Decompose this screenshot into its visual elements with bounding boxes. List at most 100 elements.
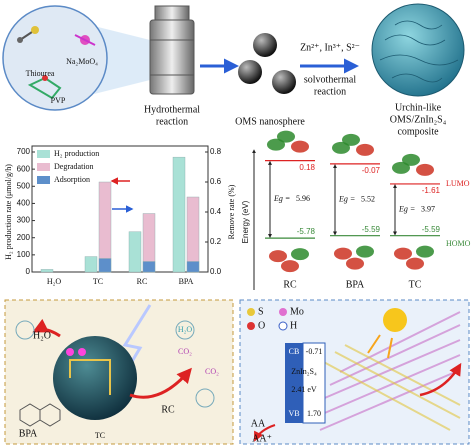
orbital-lobe: [291, 248, 309, 261]
catalyst-sphere-part: [129, 367, 192, 399]
homo-value: -5.78: [297, 227, 316, 236]
molecule-label: TC: [409, 279, 422, 290]
step-label: solvothermal: [304, 74, 356, 85]
intermediate-label: OMS nanosphere: [235, 116, 305, 127]
lattice-decoration-part: [254, 424, 276, 442]
y2-tick-label: 0.2: [210, 237, 222, 246]
legend-label: H₂ production: [54, 149, 99, 158]
lumo-label: LUMO: [446, 179, 470, 188]
catalyst-sphere-part: [32, 318, 61, 338]
product-label: CO₂: [205, 367, 219, 376]
bar: [172, 156, 186, 273]
legend-label: Degradation: [54, 162, 94, 171]
y-tick-label: 200: [17, 233, 31, 242]
lumo-value: -1.61: [422, 186, 441, 195]
bar: [142, 261, 156, 273]
orbital-lobe: [342, 133, 360, 146]
x-tick-label: TC: [93, 277, 103, 286]
y2-tick-label: 0.8: [210, 147, 222, 156]
urchin-icon: [371, 3, 465, 97]
element-label: O: [258, 320, 265, 331]
catalyst-sphere-part: [195, 388, 215, 408]
step-label: reaction: [156, 116, 188, 127]
lumo-value: -0.07: [362, 166, 381, 175]
lattice-decoration-part: [319, 344, 461, 431]
bar: [84, 256, 98, 273]
product-label: OMS/ZnIn₂S₄: [390, 114, 447, 125]
autoclave-icon-part: [149, 19, 195, 95]
catalyst-sphere-part: [78, 348, 86, 356]
autoclave-icon-part: [154, 5, 190, 21]
plot-frame: [31, 145, 209, 273]
element-dot: [279, 308, 287, 316]
orbital-lobe: [346, 257, 364, 270]
y2-tick-label: 0.0: [210, 267, 222, 276]
product-label: CO₂: [178, 347, 192, 356]
y2-tick-label: 0.6: [210, 177, 222, 186]
lumo-value: 0.18: [299, 163, 315, 172]
lattice-decoration-part: [319, 311, 461, 431]
step-label: reaction: [314, 86, 346, 97]
step-label: Hydrothermal: [144, 104, 200, 115]
orbital-lobe: [402, 153, 420, 166]
product-label: composite: [397, 126, 439, 137]
x-tick-label: RC: [137, 277, 148, 286]
legend-label: Adsorption: [54, 175, 90, 184]
gap-value: 3.97: [421, 205, 435, 214]
energy-axis-title: Energy (eV): [241, 200, 250, 243]
homo-value: -5.59: [422, 225, 441, 234]
y-tick-label: 500: [17, 181, 31, 190]
orbital-lobe: [356, 143, 374, 156]
catalyst-sphere-part: [15, 320, 35, 340]
gap-label: Eg =: [398, 205, 415, 214]
vb-value: 1.70: [307, 409, 321, 418]
catalyst-sphere-part: [19, 403, 61, 427]
y2-tick-label: 0.4: [210, 207, 222, 216]
nanosphere-icon-part: [253, 33, 277, 57]
element-dot: [247, 322, 255, 330]
donor-label: AA⁺: [252, 433, 272, 444]
nanosphere-icon-part: [272, 70, 296, 94]
precursor-circle-part: [74, 34, 96, 46]
orbital-lobe: [334, 247, 352, 260]
homo-value: -5.59: [362, 225, 381, 234]
orbital-lobe: [291, 140, 309, 153]
orbital-lobe: [281, 260, 299, 273]
band-box: [285, 343, 303, 423]
pollutant-label: BPA: [19, 428, 38, 439]
bar: [128, 231, 142, 273]
y-tick-label: 700: [17, 147, 31, 156]
homo-label: HOMO: [446, 239, 471, 248]
gap-label: 2.41 eV: [291, 385, 317, 394]
lattice-decoration-part: [419, 362, 462, 397]
orbital-lobe: [277, 130, 295, 143]
precursor-label: Na₂MoO₄: [66, 57, 98, 66]
orbital-lobe: [356, 245, 374, 258]
y-tick-label: 100: [17, 250, 31, 259]
reactant-label: H₂O: [33, 330, 51, 341]
autoclave-icon: [149, 5, 195, 95]
bar: [98, 258, 112, 273]
precursor-circle-part: [2, 5, 108, 111]
precursor-circle: [2, 5, 150, 111]
y-axis-title: H₂ production rate (μmol/g/h): [4, 164, 13, 260]
vb-label: VB: [288, 409, 299, 418]
bar: [186, 196, 200, 273]
precursor-label: PVP: [51, 96, 66, 105]
orbital-lobe: [394, 247, 412, 260]
bar: [40, 269, 54, 273]
catalyst-sphere-part: [53, 336, 137, 420]
precursor-circle-part: [31, 26, 39, 34]
product-label: H₂O: [178, 325, 193, 334]
y-tick-label: 300: [17, 216, 31, 225]
molecule-label: BPA: [346, 279, 365, 290]
orbital-lobe: [416, 163, 434, 176]
legend-swatch: [37, 150, 50, 158]
nanosphere-icon-part: [238, 60, 262, 84]
element-label: S: [258, 306, 264, 317]
orbital-lobe: [406, 257, 424, 270]
gap-label: Eg =: [273, 194, 290, 203]
catalyst-sphere-part: [69, 359, 111, 395]
orbital-lobe: [416, 245, 434, 258]
lattice-decoration-part: [367, 334, 393, 359]
